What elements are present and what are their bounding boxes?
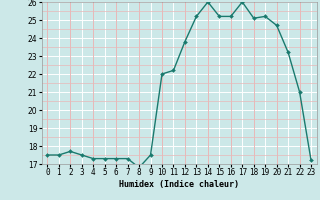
X-axis label: Humidex (Indice chaleur): Humidex (Indice chaleur) (119, 180, 239, 189)
